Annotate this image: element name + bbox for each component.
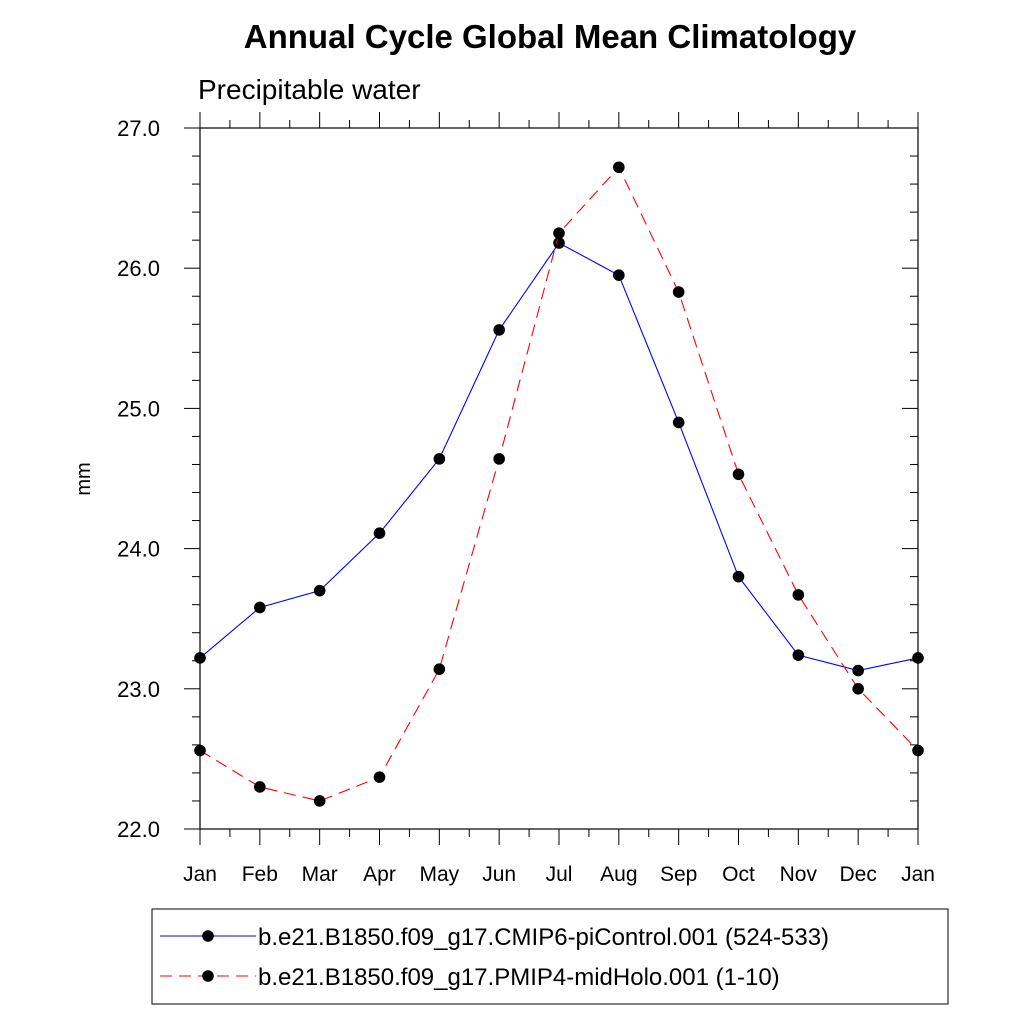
x-tick-label: Jan bbox=[183, 863, 217, 886]
data-point bbox=[852, 664, 864, 677]
y-tick-label: 23.0 bbox=[117, 677, 160, 702]
data-point bbox=[672, 286, 685, 298]
data-point bbox=[433, 453, 446, 465]
data-point bbox=[732, 468, 745, 481]
x-tick-label: Nov bbox=[780, 863, 818, 886]
data-point bbox=[493, 324, 505, 336]
y-tick-label: 22.0 bbox=[117, 817, 160, 842]
data-point bbox=[373, 771, 386, 783]
legend-box bbox=[151, 908, 949, 1005]
series-2 bbox=[194, 161, 924, 807]
x-tick-label: Jan bbox=[901, 863, 935, 886]
x-tick-label: Aug bbox=[600, 863, 637, 886]
data-point bbox=[553, 237, 565, 249]
data-point bbox=[493, 453, 505, 465]
chart-subtitle: Precipitable water bbox=[198, 74, 421, 105]
data-point bbox=[852, 683, 864, 695]
data-point bbox=[373, 527, 386, 539]
x-tick-label: May bbox=[419, 863, 459, 886]
y-tick-label: 24.0 bbox=[117, 537, 160, 562]
data-point bbox=[433, 663, 446, 675]
x-tick-label: Mar bbox=[302, 863, 338, 886]
series-1 bbox=[194, 237, 924, 677]
data-point bbox=[732, 570, 745, 583]
data-point bbox=[254, 781, 266, 793]
x-tick-label: Oct bbox=[722, 863, 755, 886]
x-tick-label: Dec bbox=[839, 863, 876, 886]
x-tick-label: Feb bbox=[242, 863, 278, 886]
y-tick-label: 25.0 bbox=[117, 396, 160, 421]
data-point bbox=[792, 589, 805, 601]
series-line bbox=[199, 166, 919, 802]
data-point bbox=[553, 227, 565, 239]
chart-title: Annual Cycle Global Mean Climatology bbox=[244, 18, 857, 55]
x-tick-label: Jul bbox=[546, 863, 573, 886]
data-point bbox=[613, 269, 625, 282]
x-tick-label: Apr bbox=[363, 863, 396, 886]
axis-ticks bbox=[184, 112, 919, 845]
data-point bbox=[313, 795, 326, 807]
y-tick-label: 27.0 bbox=[117, 116, 160, 141]
tick-labels: 22.0 23.0 24.0 25.0 26.0 27.0 Jan Feb Mar Apr May J… bbox=[117, 116, 935, 886]
x-tick-label: Jun bbox=[482, 863, 516, 886]
data-point bbox=[672, 416, 685, 429]
data-point bbox=[313, 584, 326, 597]
series-line bbox=[199, 242, 919, 672]
data-point bbox=[613, 161, 625, 174]
legend-label-2: b.e21.B1850.f09_g17.PMIP4-midHolo.001 (1… bbox=[258, 964, 780, 991]
plot-frame bbox=[199, 127, 919, 830]
x-tick-label: Sep bbox=[660, 863, 697, 886]
y-axis-label: mm bbox=[73, 462, 95, 495]
legend-label-1: b.e21.B1850.f09_g17.CMIP6-piControl.001 … bbox=[258, 924, 829, 951]
legend-marker-1 bbox=[202, 930, 214, 942]
data-point bbox=[254, 601, 266, 614]
legend: b.e21.B1850.f09_g17.CMIP6-piControl.001 … bbox=[151, 908, 949, 1005]
legend-marker-2 bbox=[202, 970, 214, 982]
series-layer bbox=[194, 161, 924, 807]
y-tick-label: 26.0 bbox=[117, 256, 160, 281]
data-point bbox=[792, 649, 805, 661]
